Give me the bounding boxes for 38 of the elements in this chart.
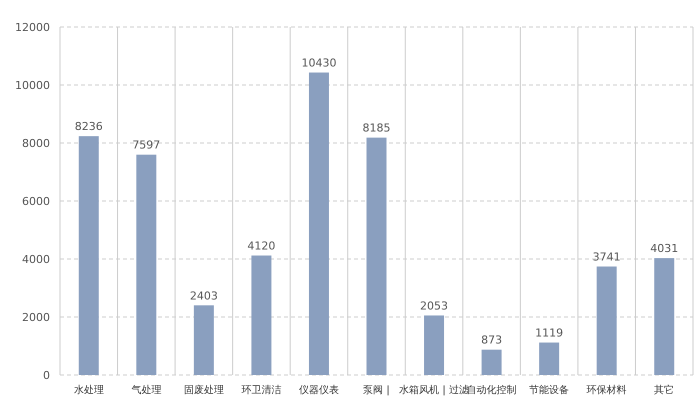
y-tick-label: 12000 xyxy=(15,21,50,34)
x-tick-label: 环保材料 xyxy=(586,384,627,396)
data-label: 7597 xyxy=(132,138,160,152)
y-tick-label: 4000 xyxy=(22,253,50,266)
bar xyxy=(539,342,560,375)
x-tick-label: 泵阀 | xyxy=(363,384,390,396)
y-tick-label: 8000 xyxy=(22,137,50,150)
bar xyxy=(654,258,674,375)
y-tick-label: 10000 xyxy=(15,79,50,92)
data-label: 4031 xyxy=(650,242,678,256)
data-label: 2053 xyxy=(420,299,448,312)
bar xyxy=(482,350,502,375)
x-tick-label: 固废处理 xyxy=(184,384,224,396)
bar xyxy=(251,256,272,375)
bar xyxy=(194,305,214,375)
x-tick-label: 气处理 xyxy=(131,384,162,396)
data-label: 4120 xyxy=(247,240,276,253)
bar xyxy=(136,154,156,375)
data-label: 8185 xyxy=(362,122,390,135)
data-label: 10430 xyxy=(301,56,336,70)
data-label: 873 xyxy=(481,334,502,347)
bar xyxy=(424,315,444,375)
data-label: 2403 xyxy=(190,289,218,302)
bar xyxy=(78,136,99,375)
data-label: 1119 xyxy=(535,326,564,340)
bar xyxy=(308,72,329,375)
y-tick-label: 0 xyxy=(43,369,50,382)
x-tick-label: 环卫清洁 xyxy=(241,384,282,396)
data-label: 8236 xyxy=(74,120,103,134)
x-tick-label: 节能设备 xyxy=(529,384,570,396)
bar xyxy=(596,266,617,375)
x-tick-label: 其它 xyxy=(654,384,674,396)
x-tick-label: 水处理 xyxy=(74,384,104,396)
y-tick-label: 2000 xyxy=(22,311,50,324)
data-label: 3741 xyxy=(592,250,621,264)
bar xyxy=(366,138,386,375)
x-tick-label: 仪器仪表 xyxy=(298,384,339,396)
y-tick-label: 6000 xyxy=(22,195,50,208)
